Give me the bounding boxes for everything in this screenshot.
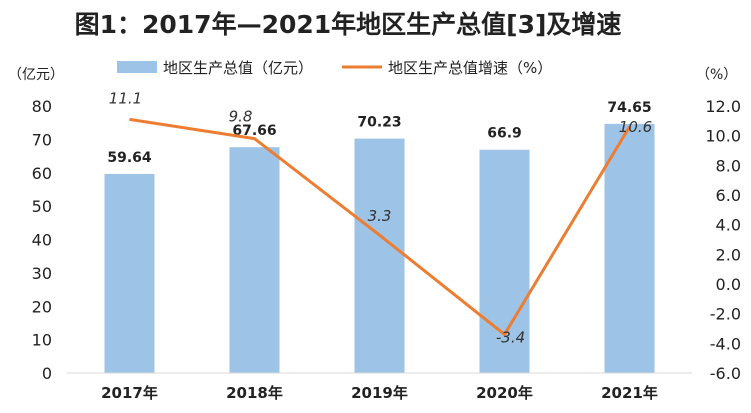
line-series	[129, 117, 631, 336]
right-tick-label: 10.0	[705, 127, 741, 146]
left-tick-label: 30	[32, 264, 52, 283]
bar	[604, 123, 655, 373]
legend: 地区生产总值（亿元） 地区生产总值增速（%）	[117, 59, 552, 77]
bar	[354, 138, 405, 373]
right-axis-unit: （%）	[696, 67, 737, 83]
growth-line	[129, 117, 631, 336]
right-tick-label: 0.0	[716, 275, 741, 294]
left-tick-label: 80	[32, 97, 52, 116]
bar-value-label: 67.66	[232, 123, 276, 139]
bar	[104, 173, 155, 373]
line-value-label: 11.1	[109, 89, 142, 107]
left-tick-label: 0	[42, 364, 52, 383]
left-tick-label: 60	[32, 164, 52, 183]
bar-value-labels: 59.64 67.66 70.23 66.9 74.65	[107, 100, 651, 166]
chart-title: 图1：2017年—2021年地区生产总值[3]及增速	[75, 10, 622, 39]
left-tick-label: 10	[32, 331, 52, 350]
left-tick-label: 70	[32, 130, 52, 149]
x-tick-label: 2019年	[351, 384, 408, 402]
bar	[229, 147, 280, 373]
right-tick-label: 4.0	[716, 216, 741, 235]
right-tick-label: 2.0	[716, 245, 741, 264]
line-value-labels: 11.1 9.8 3.3 -3.4 10.6	[109, 89, 652, 346]
right-tick-label: -2.0	[710, 305, 741, 324]
left-tick-label: 40	[32, 231, 52, 250]
bar-series	[104, 123, 655, 373]
line-value-label: 10.6	[619, 118, 652, 136]
legend-bar-swatch	[117, 61, 157, 73]
bar-value-label: 70.23	[357, 115, 401, 131]
x-tick-label: 2017年	[101, 384, 158, 402]
legend-bar-label: 地区生产总值（亿元）	[163, 59, 313, 77]
x-tick-label: 2021年	[601, 384, 658, 402]
bar-value-label: 66.9	[487, 126, 522, 142]
right-tick-label: 8.0	[716, 156, 741, 175]
line-value-label: 3.3	[368, 207, 392, 225]
line-value-label: 9.8	[229, 108, 253, 126]
right-tick-label: 12.0	[705, 97, 741, 116]
line-value-label: -3.4	[496, 328, 525, 346]
legend-line-label: 地区生产总值增速（%）	[388, 59, 552, 77]
left-axis-ticks: 0 10 20 30 40 50 60 70 80	[32, 97, 52, 383]
right-tick-label: -4.0	[710, 334, 741, 353]
right-axis-ticks: -6.0 -4.0 -2.0 0.0 2.0 4.0 6.0 8.0 10.0 12.0	[705, 97, 741, 383]
bar-value-label: 59.64	[107, 150, 152, 166]
left-tick-label: 50	[32, 197, 52, 216]
left-axis-unit: （亿元）	[8, 67, 64, 83]
right-tick-label: 6.0	[716, 186, 741, 205]
left-tick-label: 20	[32, 297, 52, 316]
x-axis-ticks: 2017年 2018年 2019年 2020年 2021年	[101, 384, 658, 402]
x-tick-label: 2020年	[476, 384, 533, 402]
bar-value-label: 74.65	[607, 100, 651, 116]
right-tick-label: -6.0	[710, 364, 741, 383]
x-tick-label: 2018年	[226, 384, 283, 402]
